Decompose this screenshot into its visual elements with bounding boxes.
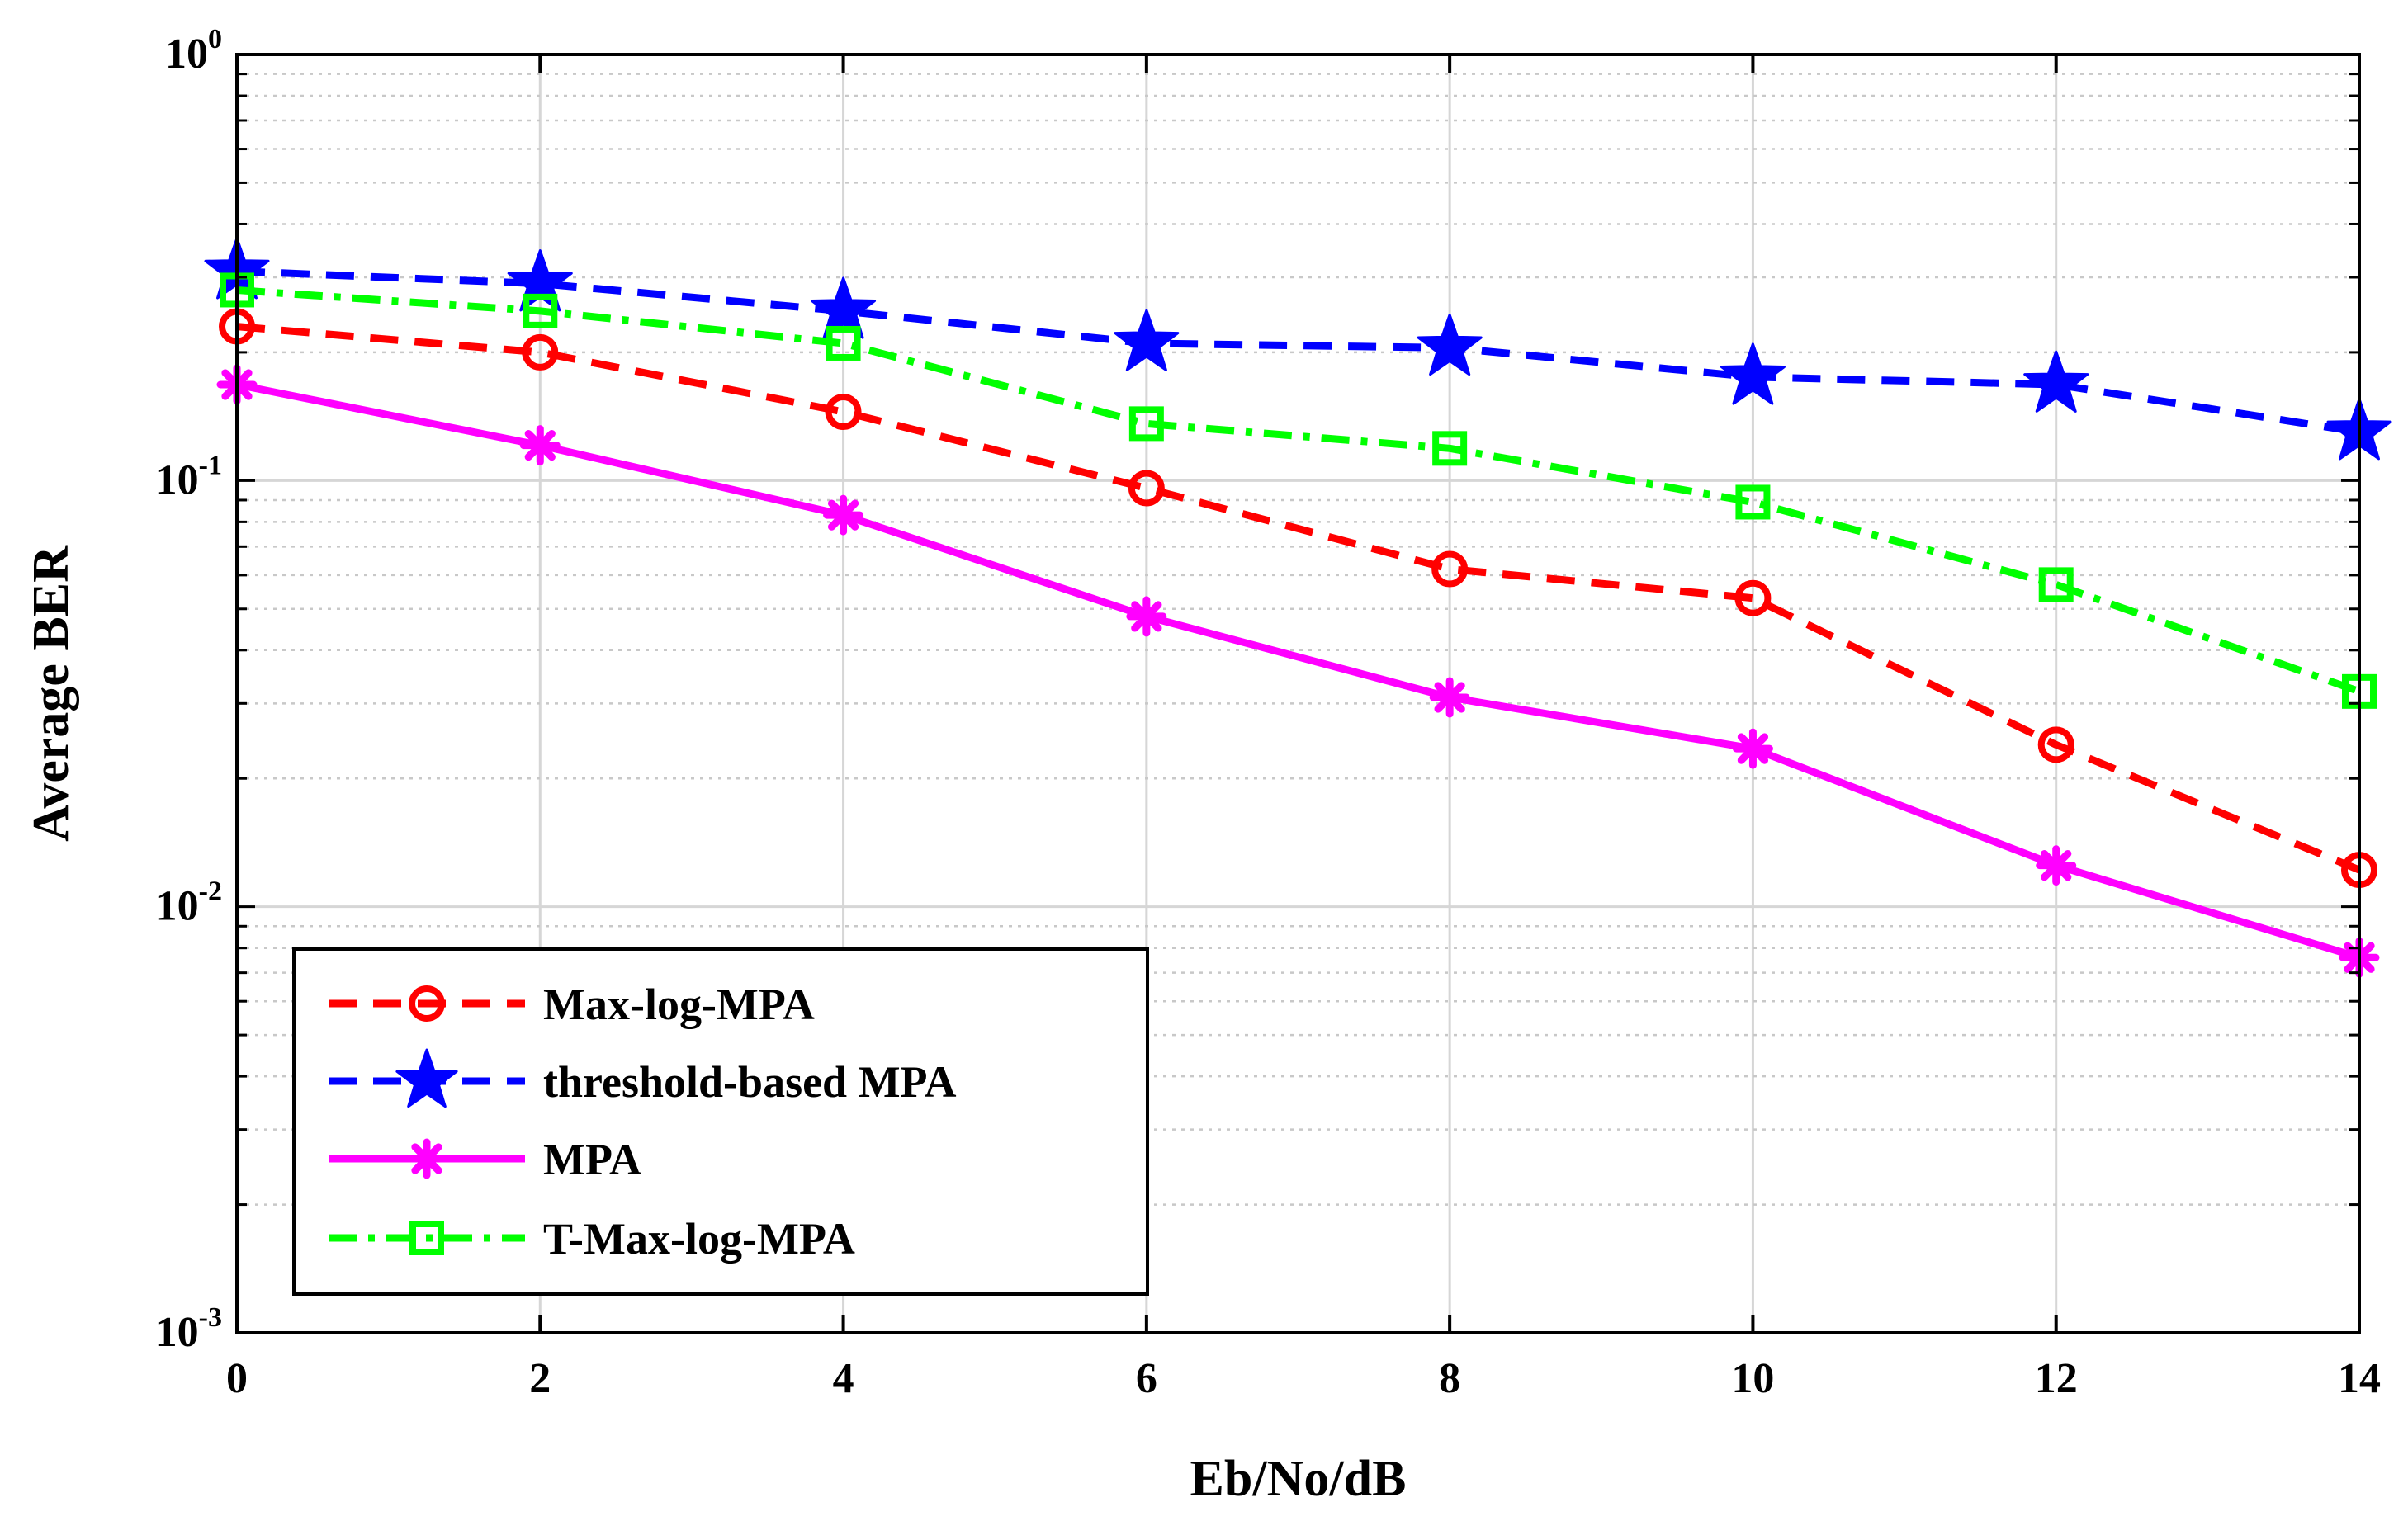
- data-point: [825, 394, 862, 431]
- data-point: [2038, 567, 2074, 602]
- series-line: [236, 286, 2361, 696]
- asterisk-core: [531, 436, 550, 455]
- legend: Max-log-MPA threshold-based MPA MPA T-Max-l…: [292, 947, 1149, 1296]
- data-point: [519, 425, 561, 466]
- x-tick-label: 0: [226, 1355, 248, 1402]
- data-point: [2036, 845, 2077, 886]
- data-point: [1429, 677, 1470, 718]
- data-point: [1732, 728, 1773, 769]
- x-axis-label: Eb/No/dB: [1190, 1451, 1407, 1507]
- asterisk-core: [418, 1150, 436, 1168]
- data-point: [1734, 579, 1772, 616]
- asterisk-core: [834, 506, 853, 525]
- data-point: [1417, 313, 1483, 376]
- data-point: [1431, 550, 1469, 588]
- data-point: [522, 333, 559, 371]
- asterisk-core: [1743, 739, 1762, 758]
- x-tick-label: 10: [1731, 1355, 1774, 1402]
- legend-marker: [395, 1048, 458, 1108]
- data-point: [523, 293, 558, 328]
- plot-frame: [235, 53, 2361, 1334]
- axis-ticks: 0 2 4 6 8 10 12 14 10-3 10-2 10-1 100: [156, 24, 2381, 1402]
- y-tick-label: 10-2: [156, 876, 222, 930]
- legend-label: MPA: [543, 1135, 641, 1184]
- legend-marker: [406, 1138, 447, 1179]
- data-point: [1735, 484, 1771, 520]
- asterisk-core: [2046, 856, 2065, 875]
- data-point: [2023, 350, 2089, 413]
- legend-label: threshold-based MPA: [543, 1057, 957, 1107]
- data-point: [1114, 309, 1180, 371]
- data-point: [2037, 726, 2074, 763]
- data-point: [1128, 406, 1164, 442]
- legend-marker: [409, 985, 445, 1022]
- data-point: [811, 276, 877, 339]
- data-point: [826, 325, 861, 361]
- x-tick-label: 14: [2338, 1355, 2381, 1402]
- data-point: [823, 494, 864, 536]
- data-point: [1720, 342, 1786, 405]
- x-tick-label: 2: [529, 1355, 551, 1402]
- x-tick-label: 6: [1136, 1355, 1157, 1402]
- x-tick-label: 4: [833, 1355, 854, 1402]
- legend-label: T-Max-log-MPA: [543, 1214, 855, 1264]
- y-axis-label: Average BER: [23, 545, 79, 842]
- x-tick-label: 12: [2035, 1355, 2078, 1402]
- y-tick-label: 10-1: [156, 450, 222, 503]
- legend-label: Max-log-MPA: [543, 980, 815, 1029]
- asterisk-core: [1137, 607, 1156, 626]
- asterisk-core: [1441, 687, 1459, 706]
- legend-marker: [409, 1221, 444, 1255]
- x-tick-label: 8: [1439, 1355, 1460, 1402]
- series-line: [236, 380, 2361, 961]
- data-point: [1126, 596, 1167, 637]
- series-line: [236, 323, 2361, 874]
- data-point: [1128, 470, 1165, 507]
- series-t-max-log-mpa: [220, 272, 2377, 709]
- data-point: [1432, 431, 1468, 466]
- y-tick-label: 100: [165, 24, 222, 78]
- y-tick-label: 10-3: [156, 1302, 222, 1356]
